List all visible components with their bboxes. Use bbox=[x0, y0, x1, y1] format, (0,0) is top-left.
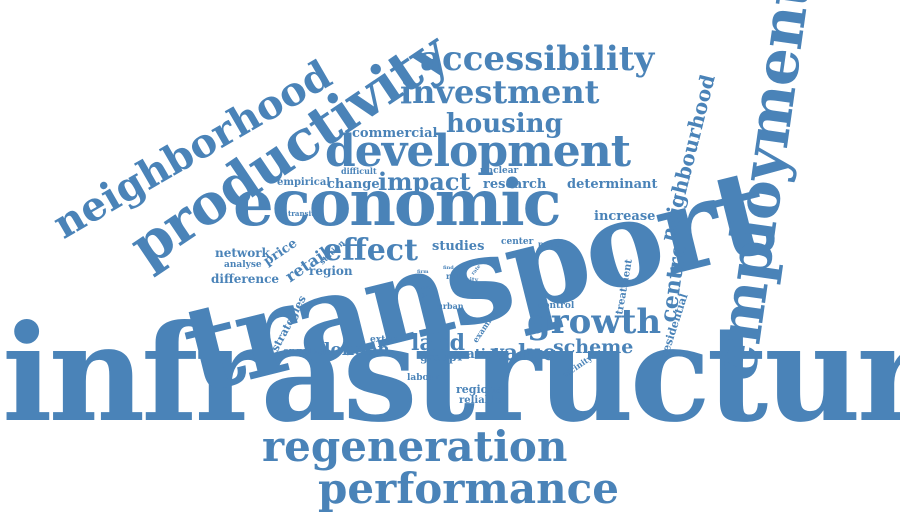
word-rail: rail bbox=[446, 271, 462, 281]
word-infrastructure: infrastructure bbox=[2, 296, 900, 452]
word-control: control bbox=[538, 301, 575, 311]
word-determinant: determinant bbox=[567, 177, 658, 192]
word-ongoing: ongoing bbox=[283, 347, 325, 357]
word-network: network bbox=[215, 246, 270, 260]
word-investment: investment bbox=[400, 73, 600, 111]
word-region: region bbox=[309, 264, 353, 278]
word-level: level bbox=[422, 293, 438, 300]
word-urban: urban bbox=[437, 301, 464, 311]
word-commercial: commercial bbox=[352, 126, 438, 141]
word-transit: transit bbox=[288, 209, 315, 218]
word-london: london bbox=[324, 340, 390, 360]
word-policy: policy bbox=[538, 239, 565, 249]
word-economic: economic bbox=[233, 166, 562, 241]
word-value: value bbox=[491, 340, 557, 366]
word-analyse: analyse bbox=[224, 260, 262, 270]
word-regional: regional bbox=[456, 383, 508, 396]
word-housing: housing bbox=[446, 109, 563, 139]
word-research: research bbox=[483, 177, 547, 192]
word-performance: performance bbox=[318, 464, 619, 513]
word-effect: effect bbox=[323, 233, 418, 268]
word-impact: impact bbox=[378, 167, 471, 196]
word-development: development bbox=[325, 126, 631, 177]
word-center: center bbox=[501, 237, 534, 247]
word-accessibility: accessibility bbox=[420, 39, 655, 79]
word-empirical: empirical bbox=[277, 177, 331, 188]
word-change: change bbox=[327, 177, 380, 192]
word-reliable: reliable bbox=[459, 395, 502, 406]
word-group: group bbox=[420, 351, 457, 364]
word-firm: firm bbox=[417, 269, 429, 275]
word-work: work bbox=[416, 285, 430, 291]
word-regeneration: regeneration bbox=[262, 422, 568, 471]
word-growth: growth bbox=[527, 302, 662, 342]
word-difficult: difficult bbox=[341, 166, 377, 176]
word-land: land bbox=[411, 330, 465, 356]
word-studies: studies bbox=[432, 239, 485, 254]
word-spatial: spatial bbox=[450, 347, 500, 362]
word-find: find bbox=[443, 265, 454, 271]
word-difference: difference bbox=[211, 272, 280, 286]
word-labour: labour bbox=[407, 373, 440, 383]
word-unclear: unclear bbox=[480, 166, 519, 176]
word-increase: increase bbox=[594, 209, 656, 224]
word-city: city bbox=[466, 277, 479, 284]
word-extent: extent bbox=[370, 335, 402, 345]
word-scheme: scheme bbox=[553, 336, 634, 358]
